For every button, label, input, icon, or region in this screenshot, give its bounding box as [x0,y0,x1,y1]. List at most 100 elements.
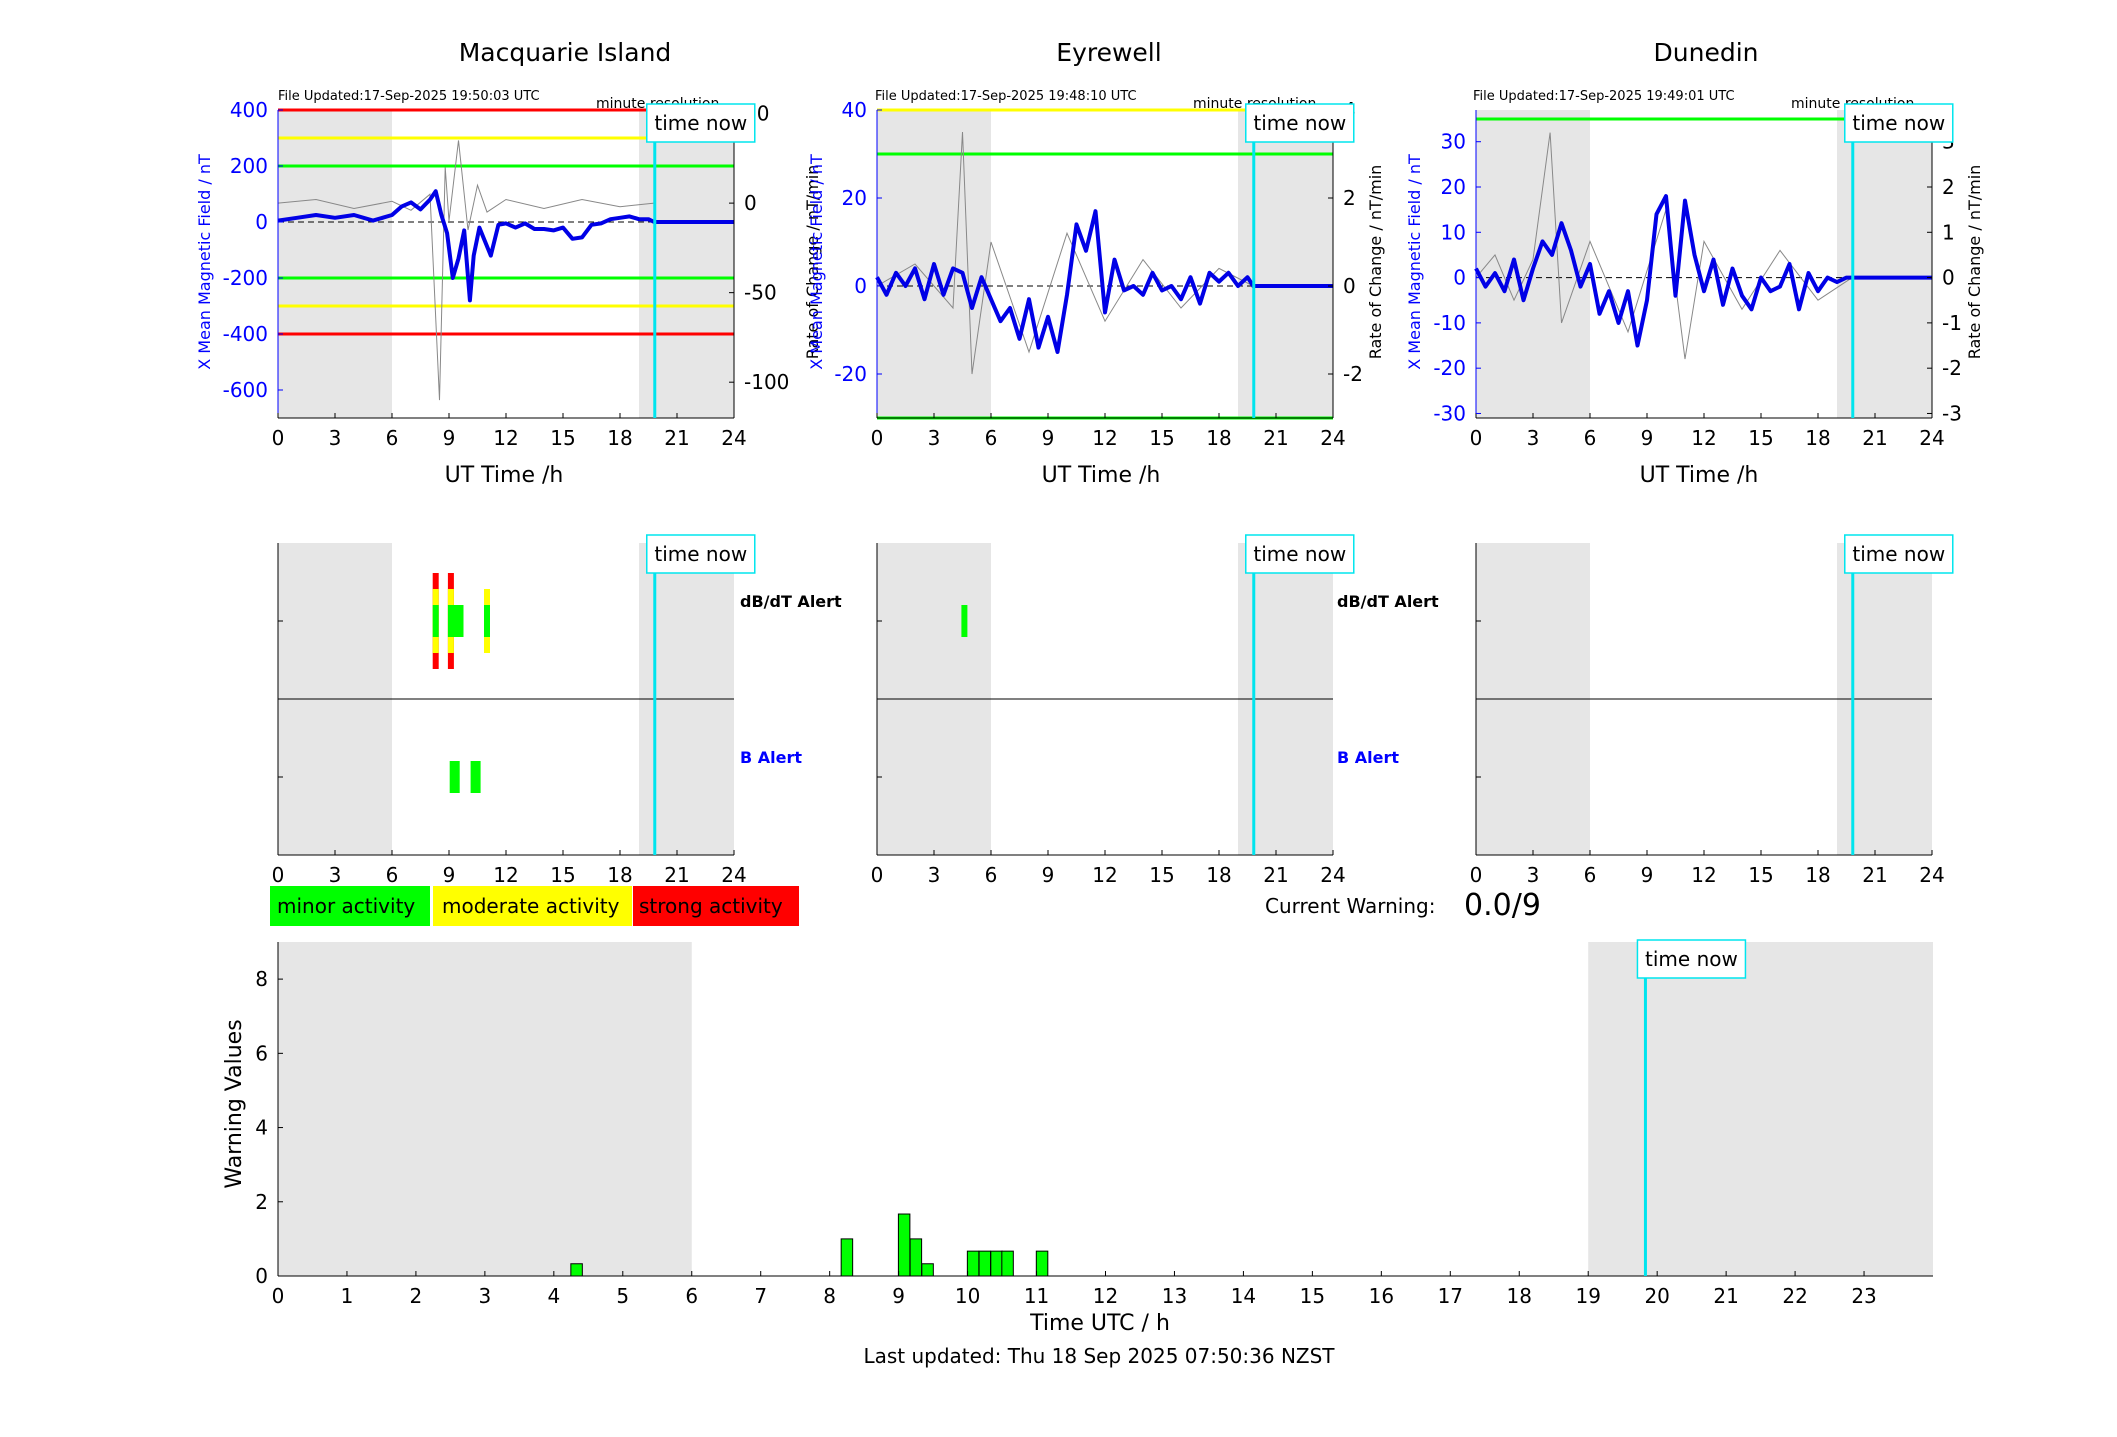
alert-bar-minor [447,605,454,637]
alert-bar-minor [961,605,968,637]
x-tick-label: 13 [1162,1284,1187,1308]
left-tick-label: -10 [1433,311,1466,335]
warning-ylabel: Warning Values [222,1019,247,1188]
station-panel-macquarie: Macquarie Island File Updated:17-Sep-202… [195,38,822,488]
x-tick-label: 9 [1641,863,1654,887]
alert-bar-minor [449,761,460,793]
x-tick-label: 17 [1438,1284,1463,1308]
station-title: Eyrewell [1056,38,1161,67]
x-tick-label: 12 [493,863,518,887]
x-tick-label: 15 [1149,863,1174,887]
x-tick-label: 6 [1584,863,1597,887]
legend-strong-label: strong activity [639,894,783,918]
x-tick-label: 11 [1024,1284,1049,1308]
time-now-box [1844,103,1954,143]
x-tick-label: 12 [1092,863,1117,887]
night-shading [278,942,692,1276]
x-tick-label: 9 [1042,426,1055,450]
left-tick-label: 0 [255,210,268,234]
station-title: Dunedin [1654,38,1759,67]
x-tick-label: 6 [386,426,399,450]
y-tick-label: 0 [255,1264,268,1288]
right-tick-label: 1 [1942,220,1955,244]
magnetic-field-line [1474,194,1932,348]
alert-bar [470,761,481,793]
x-tick-label: 0 [1470,863,1483,887]
b-alert-label: B Alert [1337,748,1399,767]
x-tick-label: 9 [443,863,456,887]
x-tick-label: 12 [1691,426,1716,450]
right-tick-label: -2 [1343,362,1363,386]
x-tick-label: 12 [1093,1284,1118,1308]
left-tick-label: 20 [1441,175,1466,199]
x-tick-label: 3 [329,863,342,887]
x-axis-label: UT Time /h [1042,463,1161,488]
left-tick-label: 20 [842,186,867,210]
x-tick-label: 22 [1782,1284,1807,1308]
time-now-label: time now [654,542,747,566]
y-tick-label: 6 [255,1041,268,1065]
warning-bar [978,1250,992,1277]
x-tick-label: 0 [1470,426,1483,450]
magnetic-field-line [277,189,734,303]
x-tick-label: 24 [721,863,746,887]
warning-bar [897,1213,911,1277]
x-tick-label: 9 [1641,426,1654,450]
left-tick-label: 40 [842,98,867,122]
time-now-box [1844,534,1954,574]
x-tick-label: 24 [1919,426,1944,450]
alert-bar [453,605,464,637]
x-tick-label: 24 [721,426,746,450]
x-tick-label: 6 [985,863,998,887]
x-tick-label: 24 [1919,863,1944,887]
warning-bar [921,1263,934,1277]
left-axis-label: X Mean Magnetic Field / nT [195,154,214,370]
night-shading [639,110,734,418]
file-updated-text: File Updated:17-Sep-2025 19:49:01 UTC [1473,89,1735,104]
time-now-box [1636,939,1747,979]
alert-bar-minor [470,761,481,793]
left-tick-label: -200 [223,266,268,290]
x-tick-label: 15 [550,426,575,450]
x-tick-label: 21 [1713,1284,1738,1308]
right-tick-label: 0 [744,191,757,215]
warning-bar [1035,1250,1049,1277]
right-tick-label: 0 [1942,266,1955,290]
x-tick-label: 8 [823,1284,836,1308]
warning-bar [966,1250,980,1277]
left-tick-label: -400 [223,322,268,346]
night-shading [278,110,392,418]
right-tick-label: -2 [1942,356,1962,380]
time-now-box [646,103,756,143]
x-tick-label: 12 [493,426,518,450]
x-tick-label: 4 [547,1284,560,1308]
x-tick-label: 9 [892,1284,905,1308]
x-tick-label: 3 [1527,863,1540,887]
x-tick-label: 18 [1206,863,1231,887]
x-tick-label: 21 [1263,426,1288,450]
legend-moderate-swatch [433,886,632,926]
left-tick-label: -20 [1433,356,1466,380]
x-tick-label: 18 [1206,426,1231,450]
left-tick-label: 30 [1441,130,1466,154]
warning-bar [909,1238,923,1277]
x-tick-label: 0 [871,863,884,887]
time-now-box [646,534,756,574]
left-axis-label: X Mean Magnetic Field / nT [1405,154,1424,370]
x-tick-label: 0 [871,426,884,450]
left-axis-label: X Mean Magnetic Field / nT [807,154,826,370]
alert-chart: 0 3 6 9 12 15 18 21 24 time now [272,534,756,887]
right-tick-label: -3 [1942,401,1962,425]
alert-bar-minor [484,605,490,637]
night-shading [1588,942,1933,1276]
x-tick-label: 14 [1231,1284,1256,1308]
x-tick-label: 3 [928,426,941,450]
x-tick-label: 18 [607,426,632,450]
x-tick-label: 18 [1805,863,1830,887]
x-tick-label: 0 [272,863,285,887]
x-tick-label: 21 [664,426,689,450]
right-tick-label: 0 [1343,274,1356,298]
chart-layer: 0 3 6 9 12 15 18 21 244002000-200-400-600500-50-… [223,98,1962,1308]
magnetic-field-line [875,209,1333,354]
